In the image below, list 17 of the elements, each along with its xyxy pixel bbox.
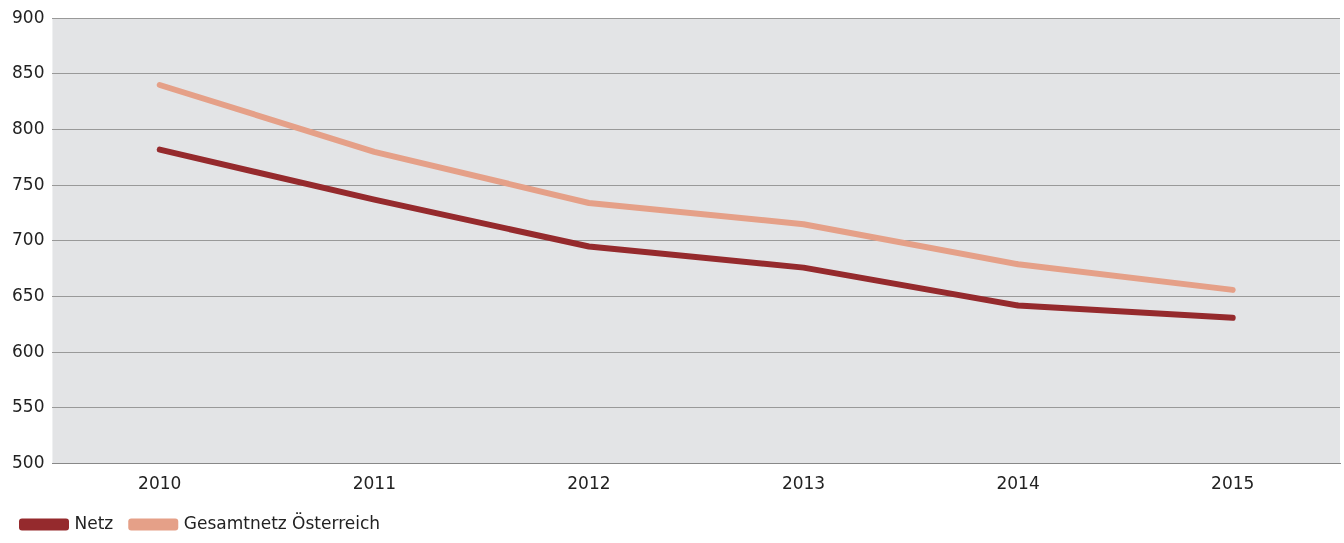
y-tick-label: 650 bbox=[11, 285, 45, 305]
y-tick-label: 600 bbox=[11, 340, 45, 361]
x-tick-label: 2013 bbox=[781, 473, 826, 494]
y-tick-label: 850 bbox=[11, 62, 45, 83]
legend-label: Gesamtnetz Österreich bbox=[183, 511, 381, 533]
y-tick-label: 750 bbox=[11, 173, 45, 194]
x-tick-label: 2011 bbox=[352, 473, 396, 494]
x-tick-label: 2012 bbox=[567, 473, 611, 494]
legend-label: Netz bbox=[74, 512, 114, 533]
y-tick-label: 800 bbox=[11, 117, 45, 138]
y-tick-label: 550 bbox=[11, 396, 45, 417]
x-tick-label: 2010 bbox=[138, 473, 182, 494]
x-tick-label: 2015 bbox=[1211, 473, 1255, 494]
x-tick-label: 2014 bbox=[996, 473, 1040, 494]
y-tick-label: 900 bbox=[11, 6, 45, 27]
y-tick-label: 500 bbox=[11, 452, 45, 473]
y-tick-label: 700 bbox=[11, 229, 45, 250]
